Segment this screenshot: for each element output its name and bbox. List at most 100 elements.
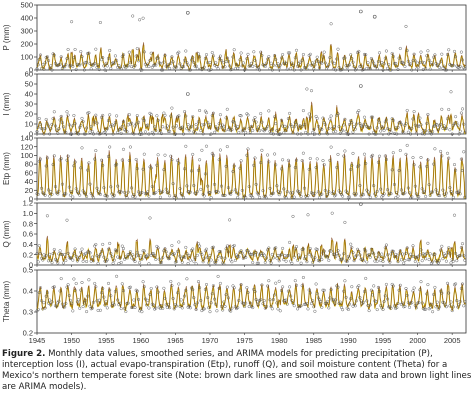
- data-point: [358, 295, 362, 300]
- data-point: [291, 214, 295, 218]
- data-point: [246, 290, 250, 295]
- data-point: [125, 130, 129, 134]
- data-point: [271, 191, 275, 195]
- data-point: [286, 158, 290, 162]
- data-point: [64, 301, 68, 306]
- data-point: [78, 193, 82, 197]
- data-point: [116, 298, 120, 302]
- data-point: [44, 294, 48, 298]
- data-point: [284, 62, 288, 66]
- data-point: [428, 252, 432, 256]
- data-point: [156, 118, 160, 122]
- data-point: [103, 303, 107, 307]
- data-point: [158, 195, 162, 199]
- data-point: [156, 56, 160, 60]
- data-point: [328, 296, 332, 300]
- data-point: [247, 185, 251, 189]
- data-point: [128, 250, 132, 254]
- data-point: [238, 58, 242, 62]
- data-point: [113, 121, 117, 125]
- x-tick-label: 1965: [167, 336, 184, 345]
- data-point: [315, 292, 319, 296]
- data-point: [336, 112, 340, 116]
- data-point: [254, 251, 258, 255]
- data-point: [411, 59, 415, 63]
- data-point: [402, 261, 406, 265]
- data-point: [292, 125, 296, 129]
- data-point: [447, 291, 451, 295]
- data-point: [91, 259, 96, 263]
- data-point: [350, 121, 354, 125]
- data-point: [90, 306, 94, 310]
- data-point: [101, 286, 105, 291]
- data-point: [79, 250, 83, 254]
- data-point: [236, 306, 240, 310]
- data-point: [413, 259, 417, 264]
- data-point: [188, 68, 192, 72]
- data-point: [341, 194, 345, 198]
- data-point: [420, 301, 424, 305]
- data-point: [431, 130, 435, 134]
- y-tick-label: 500: [20, 1, 33, 10]
- data-point: [327, 190, 331, 194]
- data-point: [105, 194, 109, 198]
- data-point: [202, 123, 206, 127]
- data-point: [186, 63, 190, 67]
- data-point: [407, 191, 412, 195]
- data-point: [309, 302, 314, 306]
- data-point: [377, 154, 382, 158]
- data-point: [155, 114, 159, 118]
- data-point: [252, 118, 256, 122]
- y-tick-label: 0: [29, 261, 33, 270]
- data-point: [351, 251, 355, 255]
- data-point: [424, 257, 428, 261]
- data-point: [289, 294, 293, 298]
- data-point: [373, 64, 377, 68]
- data-point: [444, 191, 448, 195]
- data-point: [195, 301, 199, 305]
- data-point: [377, 289, 382, 293]
- data-point: [444, 305, 448, 309]
- data-point: [353, 304, 357, 308]
- data-point: [64, 192, 68, 196]
- data-point: [412, 52, 416, 56]
- data-point: [397, 252, 401, 256]
- data-point: [309, 89, 314, 93]
- data-point: [342, 289, 346, 293]
- data-point: [417, 300, 421, 304]
- data-point: [403, 191, 407, 195]
- data-point: [50, 122, 54, 126]
- data-point: [425, 251, 429, 255]
- data-point: [404, 121, 408, 126]
- data-point: [216, 190, 220, 194]
- data-point: [148, 58, 152, 63]
- data-point: [277, 66, 281, 70]
- data-point: [207, 126, 211, 130]
- data-point: [210, 292, 214, 296]
- data-point: [305, 260, 309, 264]
- data-point: [55, 128, 59, 132]
- data-point: [52, 154, 56, 158]
- data-point: [109, 66, 113, 70]
- data-point: [240, 188, 244, 192]
- data-point: [391, 151, 395, 155]
- data-point: [158, 61, 162, 65]
- data-point: [244, 255, 248, 259]
- data-point: [412, 286, 416, 290]
- data-point: [450, 309, 454, 313]
- data-point: [234, 191, 239, 195]
- data-point: [347, 195, 352, 199]
- data-point: [346, 307, 350, 312]
- data-point: [292, 68, 296, 72]
- data-point: [396, 260, 400, 264]
- data-point: [83, 132, 87, 136]
- data-point: [94, 113, 98, 117]
- data-point: [361, 193, 365, 197]
- data-point: [147, 262, 151, 266]
- data-point: [208, 190, 212, 195]
- data-point: [308, 247, 312, 251]
- data-point: [166, 302, 171, 306]
- data-point: [93, 61, 97, 66]
- data-point: [198, 108, 202, 113]
- data-point: [98, 308, 102, 312]
